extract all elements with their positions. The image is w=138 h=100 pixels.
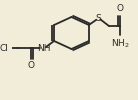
Text: Cl: Cl	[0, 44, 8, 53]
Text: NH: NH	[37, 44, 50, 53]
Text: O: O	[27, 62, 34, 70]
Text: S: S	[96, 14, 101, 23]
Text: O: O	[117, 4, 124, 13]
Text: NH$_2$: NH$_2$	[111, 38, 130, 50]
